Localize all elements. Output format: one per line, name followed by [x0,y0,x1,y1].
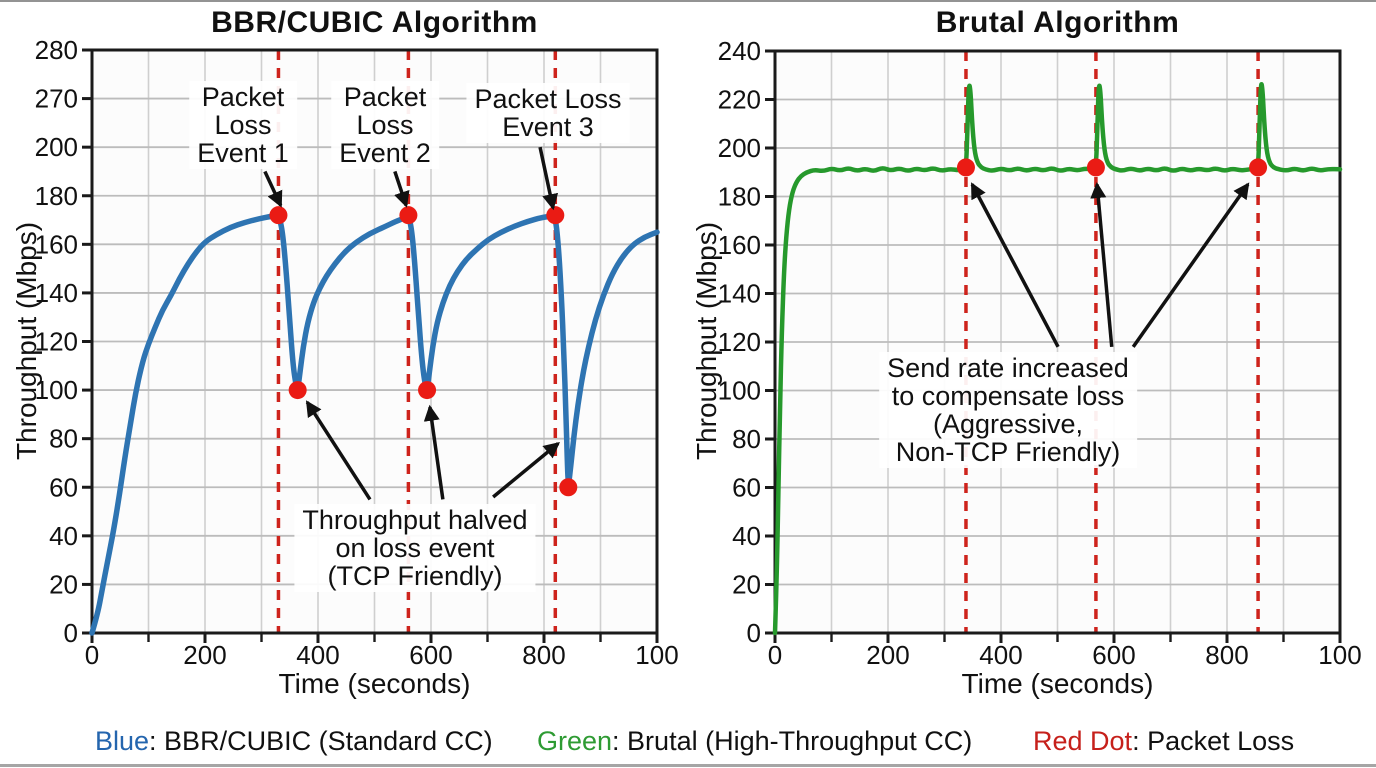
annotation-arrow [393,170,410,208]
x-tick-label: 400 [979,640,1022,670]
packet-loss-dot [956,158,975,177]
y-tick-label: 120 [35,327,78,357]
annotation-line: Packet [343,82,427,112]
x-tick-label: 0 [85,640,99,670]
annotation-line: Packet Loss [474,84,622,114]
x-tick-label: 400 [296,640,339,670]
packet-loss-dot [559,478,578,497]
x-axis-label-left: Time (seconds) [278,668,471,699]
top-border-artifact [0,0,1376,2]
legend-text-blue: : BBR/CUBIC (Standard CC) [149,726,493,756]
annotation: Packet Loss Event 1 [189,81,297,169]
annotation-arrow [1090,181,1114,348]
y-tick-label: 40 [732,521,761,551]
chart-title-bbr-cubic: BBR/CUBIC Algorithm [211,6,538,39]
y-tick-label: 240 [718,36,761,66]
y-tick-label: 180 [35,181,78,211]
annotation-arrow [263,170,283,208]
packet-loss-dot [399,206,418,225]
annotation-line: Event 1 [197,138,289,168]
plot-area-bbr-cubic: 0 200 400 600 800 100020406080100120140160180… [35,35,679,670]
annotation: Send rate increased to compensate loss (Ag… [879,352,1137,468]
annotation-line: (Aggressive, [932,409,1084,439]
y-tick-label: 100 [718,376,761,406]
legend-text-green: : Brutal (High-Throughput CC) [612,726,973,756]
packet-loss-dot [546,206,565,225]
annotation-arrow [423,404,445,500]
x-tick-label: 100 [1318,640,1361,670]
legend-entry-blue: Blue: BBR/CUBIC (Standard CC) [95,726,493,757]
annotation-line: to compensate loss [891,381,1125,411]
legend-entry-green: Green: Brutal (High-Throughput CC) [537,726,972,757]
y-tick-label: 20 [49,569,78,599]
x-tick-label: 200 [866,640,909,670]
annotation: Packet Loss Event 3 [466,83,630,143]
y-tick-label: 80 [732,424,761,454]
annotation-line: Send rate increased [887,353,1129,383]
x-tick-label: 0 [768,640,782,670]
x-tick-label: 800 [1205,640,1248,670]
y-tick-label: 160 [718,230,761,260]
plot-area-brutal: 0 200 400 600 800 100020406080100120140160180… [718,36,1362,670]
y-tick-label: 280 [35,35,78,65]
y-tick-label: 200 [718,133,761,163]
legend-key-red-dot: Red Dot [1033,726,1133,756]
annotation-arrow [970,182,1060,348]
y-tick-label: 60 [49,472,78,502]
y-tick-label: 80 [49,424,78,454]
y-tick-label: 140 [718,279,761,309]
y-tick-label: 220 [718,85,761,115]
annotation-line: Event 2 [339,138,431,168]
chart-bbr-cubic: BBR/CUBIC Algorithm Throughput (Mbps) Ti… [0,0,688,700]
annotation-line: Loss [214,110,272,140]
annotation: Packet Loss Event 2 [331,81,439,169]
y-tick-label: 20 [732,570,761,600]
legend: Blue: BBR/CUBIC (Standard CC) Green: Bru… [0,726,1376,766]
annotation-line: Packet [201,82,285,112]
chart-brutal: Brutal Algorithm Throughput (Mbps) Time … [683,0,1376,700]
annotation-line: Non-TCP Friendly) [895,437,1121,467]
x-tick-label: 800 [522,640,565,670]
legend-key-green: Green [537,726,613,756]
annotation-arrow [538,146,559,211]
y-tick-label: 60 [732,473,761,503]
y-tick-label: 0 [747,618,761,648]
annotation: Throughput halved on loss event (TCP Frien… [294,504,536,592]
packet-loss-dot [269,206,288,225]
series-bbr-cubic [89,213,660,636]
annotation-arrow [305,400,372,501]
x-axis-label-right: Time (seconds) [961,668,1154,699]
chart-title-brutal: Brutal Algorithm [935,6,1180,39]
bottom-border-artifact [0,764,1376,767]
legend-entry-red-dot: Red Dot: Packet Loss [1033,726,1294,757]
annotation-line: Throughput halved [302,505,528,535]
legend-key-blue: Blue [95,726,150,756]
x-tick-label: 600 [1092,640,1135,670]
annotation-line: Loss [356,110,414,140]
y-tick-label: 40 [49,521,78,551]
y-tick-label: 140 [35,278,78,308]
x-tick-label: 100 [635,640,678,670]
y-tick-label: 200 [35,132,78,162]
packet-loss-dot [288,381,307,400]
y-tick-label: 120 [718,327,761,357]
x-tick-label: 600 [409,640,452,670]
annotation-arrow [492,441,560,499]
x-tick-label: 200 [183,640,226,670]
annotation-line: (TCP Friendly) [327,561,503,591]
y-tick-label: 0 [64,618,78,648]
y-tick-label: 270 [35,84,78,114]
y-tick-label: 180 [718,182,761,212]
annotation-line: on loss event [335,533,495,563]
packet-loss-dot [1249,158,1268,177]
y-tick-label: 100 [35,375,78,405]
packet-loss-dot [1086,158,1105,177]
annotation-arrow [1131,182,1250,348]
packet-loss-dot [418,381,437,400]
y-tick-label: 160 [35,229,78,259]
annotation-line: Event 3 [502,112,594,142]
legend-text-red-dot: : Packet Loss [1132,726,1295,756]
